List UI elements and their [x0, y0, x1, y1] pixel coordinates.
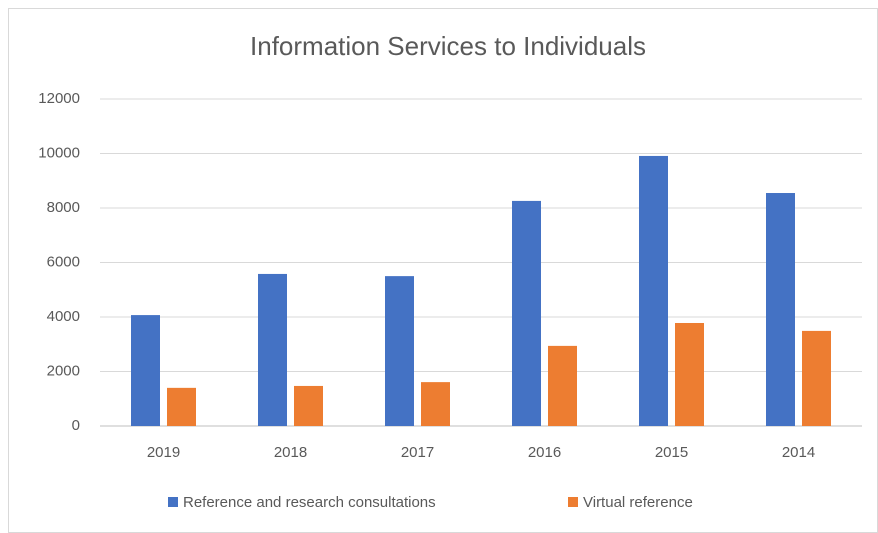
bar	[294, 385, 323, 426]
legend-label: Virtual reference	[583, 494, 693, 511]
x-tick-label: 2016	[528, 444, 561, 461]
y-tick-label: 10000	[38, 144, 80, 161]
legend-swatch	[568, 497, 578, 507]
y-tick-label: 12000	[38, 90, 80, 107]
y-tick-label: 2000	[47, 362, 80, 379]
x-tick-label: 2017	[401, 444, 434, 461]
legend-label: Reference and research consultations	[183, 494, 436, 511]
chart-title: Information Services to Individuals	[250, 31, 646, 61]
bar	[766, 193, 795, 426]
y-tick-label: 4000	[47, 308, 80, 325]
x-tick-label: 2018	[274, 444, 307, 461]
bar	[639, 155, 668, 426]
bar	[385, 276, 414, 426]
bar	[131, 315, 160, 426]
bar	[167, 387, 196, 426]
bar	[512, 200, 541, 426]
x-tick-label: 2015	[655, 444, 688, 461]
legend-swatch	[168, 497, 178, 507]
x-tick-label: 2014	[782, 444, 815, 461]
bar	[421, 382, 450, 426]
bar	[258, 273, 287, 426]
y-tick-label: 0	[72, 417, 80, 434]
x-tick-label: 2019	[147, 444, 180, 461]
chart-border	[8, 8, 878, 533]
y-tick-label: 6000	[47, 253, 80, 270]
y-tick-label: 8000	[47, 199, 80, 216]
bar	[548, 345, 577, 426]
bar	[802, 330, 831, 426]
bar	[675, 322, 704, 426]
